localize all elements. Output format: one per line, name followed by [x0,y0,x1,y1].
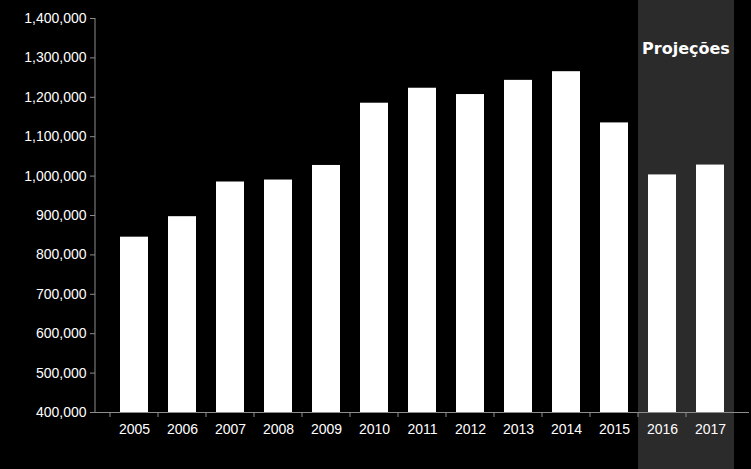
svg-text:1,000,000: 1,000,000 [24,168,86,184]
svg-text:2012: 2012 [455,421,486,437]
svg-text:1,400,000: 1,400,000 [24,10,86,26]
svg-text:2017: 2017 [695,421,726,437]
svg-text:900,000: 900,000 [36,207,87,223]
svg-text:2016: 2016 [647,421,678,437]
svg-text:2013: 2013 [503,421,534,437]
svg-text:2007: 2007 [215,421,246,437]
svg-text:Projeções: Projeções [642,39,730,58]
svg-text:1,100,000: 1,100,000 [24,128,86,144]
svg-text:700,000: 700,000 [36,286,87,302]
svg-text:2010: 2010 [359,421,390,437]
svg-text:1,200,000: 1,200,000 [24,89,86,105]
svg-text:2014: 2014 [551,421,582,437]
svg-text:2011: 2011 [407,421,437,437]
svg-text:600,000: 600,000 [36,325,87,341]
svg-text:1,300,000: 1,300,000 [24,49,86,65]
svg-text:2015: 2015 [599,421,630,437]
svg-text:2009: 2009 [311,421,342,437]
svg-text:500,000: 500,000 [36,365,87,381]
svg-text:800,000: 800,000 [36,246,87,262]
svg-text:400,000: 400,000 [36,404,87,420]
svg-text:2008: 2008 [263,421,294,437]
svg-text:2006: 2006 [167,421,198,437]
svg-text:2005: 2005 [119,421,150,437]
